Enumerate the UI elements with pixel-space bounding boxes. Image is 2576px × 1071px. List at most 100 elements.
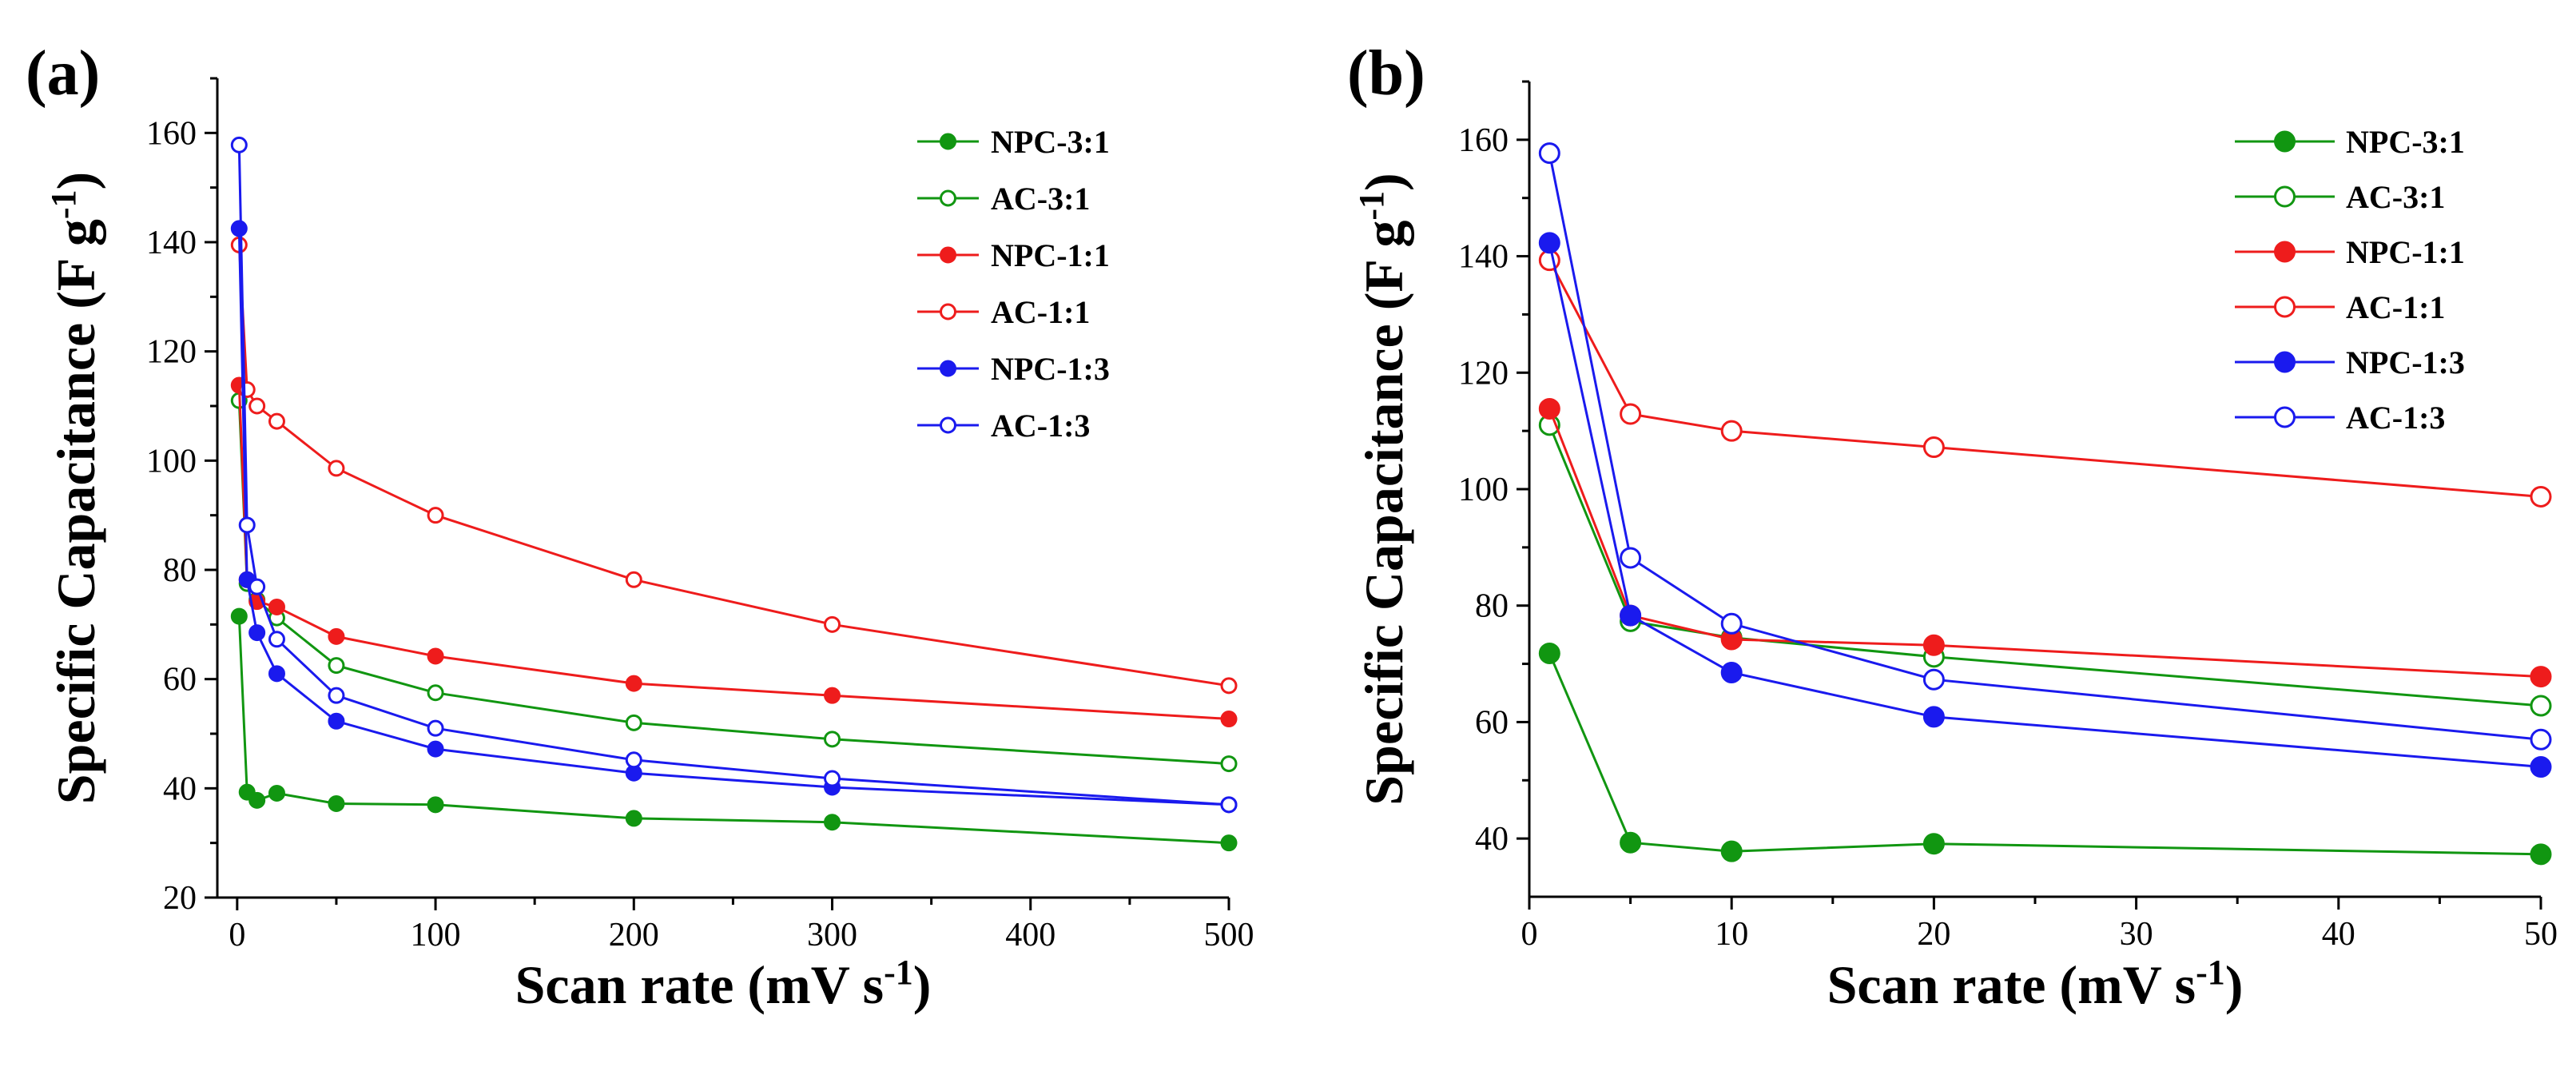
data-point [1720, 420, 1743, 442]
data-point [230, 607, 248, 625]
y-tick-label: 60 [1475, 704, 1509, 741]
y-tick-label: 160 [1458, 122, 1509, 159]
x-tick-label: 400 [1005, 917, 1055, 954]
legend-marker [2274, 185, 2296, 208]
legend-label: NPC-1:1 [991, 237, 1110, 273]
data-point [1620, 831, 1642, 854]
data-point [824, 687, 841, 704]
x-tick-label: 0 [229, 917, 245, 954]
x-axis-title: Scan rate (mV s-1) [515, 953, 932, 1015]
x-tick-label: 10 [1715, 916, 1748, 953]
data-point [625, 675, 642, 692]
data-point [1620, 604, 1642, 627]
data-point [328, 627, 345, 645]
data-point [1220, 834, 1238, 852]
x-tick-label: 300 [807, 917, 857, 954]
plot-area [1538, 142, 2552, 866]
data-point [268, 631, 285, 648]
data-point [1720, 840, 1743, 862]
data-point [625, 810, 642, 827]
data-point [1220, 796, 1238, 814]
data-point [230, 220, 248, 237]
data-point [1538, 232, 1560, 254]
data-point [248, 397, 266, 415]
data-point [268, 598, 285, 615]
legend-marker [940, 303, 956, 321]
x-tick-label: 500 [1204, 917, 1254, 954]
data-point [2530, 756, 2552, 778]
data-point [328, 657, 345, 675]
data-point [1220, 711, 1238, 728]
data-point [824, 770, 841, 787]
data-point [238, 516, 256, 534]
legend-marker [2274, 130, 2296, 153]
y-tick-label: 80 [1475, 588, 1509, 625]
legend-marker [2274, 296, 2296, 318]
data-point [1538, 142, 1560, 165]
data-point [1922, 668, 1945, 691]
y-tick-label: 160 [146, 115, 197, 152]
y-tick-label: 140 [146, 225, 197, 261]
data-point [2530, 485, 2552, 508]
y-tick-label: 140 [1458, 239, 1509, 276]
legend-marker [2274, 406, 2296, 428]
data-point [328, 794, 345, 812]
series-line-AC-3:1 [1548, 424, 2542, 707]
y-axis-title-end: ) [46, 172, 106, 190]
data-point [230, 136, 248, 153]
data-point [1922, 833, 1945, 855]
x-tick-label: 50 [2524, 916, 2558, 953]
data-point [268, 412, 285, 430]
data-point [2530, 695, 2552, 717]
x-tick-label: 20 [1917, 916, 1950, 953]
legend-marker [940, 416, 956, 434]
data-point [248, 624, 266, 642]
y-axis-title-main: Specific Capacitance (F g [1354, 221, 1414, 806]
y-axis-title-sup: -1 [44, 189, 83, 219]
data-point [427, 740, 444, 758]
y-tick-label: 60 [163, 662, 197, 699]
data-point [1922, 634, 1945, 656]
legend-label: AC-1:3 [991, 408, 1090, 444]
panel-b: (b) 0 10 20 30 40 50 40 60 80 100 120 140 160 Scan rat… [1347, 38, 2558, 1015]
legend-label: AC-1:1 [2346, 289, 2445, 325]
data-point [1720, 612, 1743, 635]
legend-label: NPC-1:1 [2346, 234, 2465, 270]
legend-label: NPC-1:3 [2346, 344, 2465, 380]
legend-marker [940, 360, 956, 377]
legend-label: AC-3:1 [991, 181, 1090, 217]
legend-label: NPC-3:1 [2346, 124, 2465, 160]
legend-marker [940, 133, 956, 150]
y-tick-label: 100 [146, 443, 197, 480]
legend-label: AC-1:3 [2346, 400, 2445, 436]
data-point [824, 731, 841, 748]
series-line-NPC-1:1 [1548, 408, 2542, 679]
data-point [1620, 403, 1642, 425]
data-point [268, 665, 285, 683]
legend-marker [940, 189, 956, 207]
data-point [328, 460, 345, 477]
y-tick-label: 40 [1475, 821, 1509, 858]
x-axis-title-main: Scan rate (mV s [515, 954, 884, 1015]
x-tick-label: 40 [2322, 916, 2355, 953]
data-point [1220, 677, 1238, 695]
data-point [427, 719, 444, 737]
data-point [1620, 547, 1642, 569]
data-point [625, 751, 642, 769]
y-axis-title: Specific Capacitance (F g-1) [44, 172, 106, 804]
panel-label: (b) [1347, 38, 1425, 109]
data-point [248, 578, 266, 595]
data-point [1538, 642, 1560, 664]
series-line-NPC-3:1 [237, 616, 1230, 845]
y-tick-label: 120 [1458, 355, 1509, 392]
data-point [248, 791, 266, 809]
legend-marker [2274, 241, 2296, 263]
x-tick-label: 30 [2120, 916, 2153, 953]
y-tick-label: 40 [163, 770, 197, 807]
data-point [427, 796, 444, 814]
legend-marker [2274, 351, 2296, 373]
y-axis-title-main: Specific Capacitance (F g [46, 219, 106, 804]
data-point [427, 507, 444, 524]
